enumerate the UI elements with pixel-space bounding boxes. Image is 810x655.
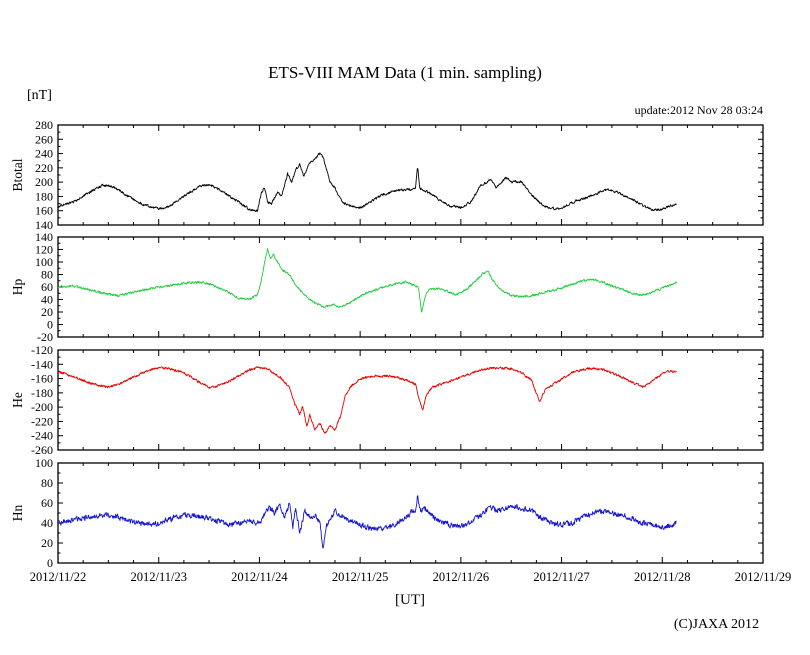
panel-he: -260-240-220-200-180-160-140-120 He [10,343,764,457]
x-tick-label: 2012/11/26 [433,570,489,584]
y-tick-label: 60 [41,496,53,510]
y-tick-label: 220 [35,161,53,175]
x-tick-label: 2012/11/23 [130,570,186,584]
y-tick-label: 60 [41,280,53,294]
y-tick-label: 140 [35,230,53,244]
panel-name-label: Hp [10,279,25,296]
y-tick-label: -160 [31,372,53,386]
y-tick-label: 280 [35,118,53,132]
panel-hn: 0 20 40 60 80 100 Hn [10,456,764,570]
y-tick-label: 40 [41,516,53,530]
series-he [57,366,677,434]
y-unit-label: [nT] [27,88,52,103]
y-tick-label: 0 [47,318,53,332]
y-tick-label: 240 [35,147,53,161]
y-tick-label: -200 [31,400,53,414]
y-tick-label: -180 [31,386,53,400]
x-tick-label: 2012/11/22 [30,570,86,584]
x-axis-label: [UT] [395,592,425,608]
series-btotal [57,152,677,213]
panel-name-label: Hn [10,505,25,522]
y-tick-label: -260 [31,443,53,457]
x-tick-label: 2012/11/27 [533,570,589,584]
y-tick-label: 160 [35,204,53,218]
y-tick-label: -120 [31,343,53,357]
y-tick-label: 100 [35,255,53,269]
series-hp [57,248,677,313]
y-tick-label: 40 [41,293,53,307]
panel-name-label: He [10,392,25,408]
y-tick-label: 20 [41,536,53,550]
y-tick-label: 80 [41,268,53,282]
panel-name-label: Btotal [10,158,25,191]
y-tick-label: 100 [35,456,53,470]
panel-frame [57,349,764,451]
y-tick-label: -240 [31,429,53,443]
chart-title: ETS-VIII MAM Data (1 min. sampling) [268,63,542,82]
x-tick-label: 2012/11/28 [634,570,690,584]
y-tick-label: 200 [35,175,53,189]
y-tick-label: 120 [35,243,53,257]
y-tick-label: 140 [35,218,53,232]
y-tick-label: -140 [31,357,53,371]
update-timestamp: update:2012 Nov 28 03:24 [634,103,763,117]
series-hn [57,495,677,549]
x-tick-label: 2012/11/24 [231,570,288,584]
x-tick-label: 2012/11/25 [332,570,388,584]
copyright-text: (C)JAXA 2012 [673,617,759,632]
y-tick-label: 180 [35,189,53,203]
y-tick-label: -220 [31,414,53,428]
y-tick-label: -20 [37,330,53,344]
y-tick-label: 260 [35,132,53,146]
y-tick-label: 0 [47,556,53,570]
y-tick-label: 80 [41,476,53,490]
y-tick-label: 20 [41,305,53,319]
x-tick-label: 2012/11/29 [735,570,791,584]
